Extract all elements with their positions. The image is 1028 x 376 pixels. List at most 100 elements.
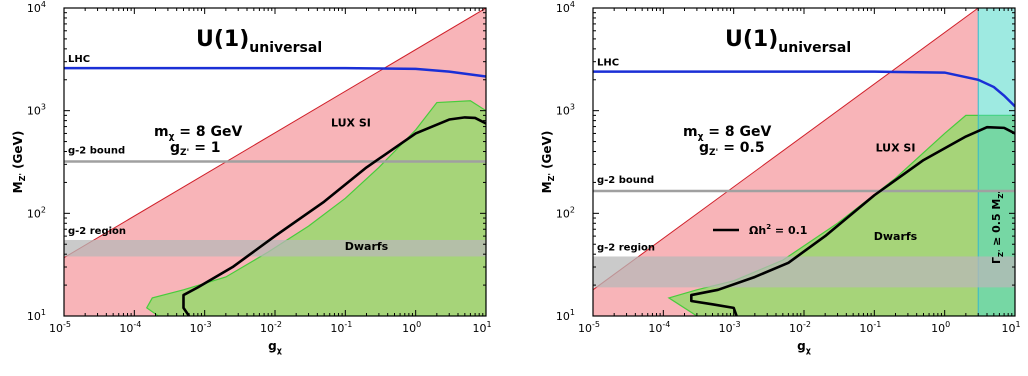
x-tick-exponent: 0 <box>416 320 421 329</box>
x-tick-base: 10 <box>260 322 274 335</box>
x-tick-exponent: -3 <box>204 320 212 329</box>
lhc-line <box>64 66 486 78</box>
y-axis-label-main: M <box>540 181 554 193</box>
width-label-main: Γ <box>990 257 1003 264</box>
x-tick-exponent: -2 <box>274 320 282 329</box>
param-coupling: gZ' = 0.5 <box>699 140 765 158</box>
y-axis-label-main: M <box>11 181 25 193</box>
y-tick-exponent: 2 <box>41 205 46 214</box>
x-tick-label: 100 <box>931 320 950 335</box>
g2-region-label: g-2 region <box>597 242 655 253</box>
x-axis-label: gχ <box>797 339 811 355</box>
param-coupling: gZ' = 1 <box>170 140 221 158</box>
width-label-sub: Z' <box>997 250 1005 257</box>
y-tick-exponent: 3 <box>570 103 575 112</box>
x-tick-label: 10-4 <box>648 320 670 335</box>
y-axis-label: MZ' (GeV) <box>540 131 556 194</box>
x-tick-base: 10 <box>931 322 945 335</box>
x-tick-label: 10-1 <box>330 320 352 335</box>
x-tick-base: 10 <box>719 322 733 335</box>
y-tick-label: 101 <box>27 308 46 323</box>
y-tick-exponent: 4 <box>41 0 46 9</box>
g2-region-band <box>593 256 1015 288</box>
dwarfs-label: Dwarfs <box>345 240 389 253</box>
dwarfs-region <box>145 100 486 316</box>
y-tick-exponent: 2 <box>570 205 575 214</box>
y-tick-exponent: 1 <box>570 308 575 317</box>
x-tick-base: 10 <box>402 322 416 335</box>
param-coupling-sub: Z' <box>709 148 718 158</box>
chart-title-sub: universal <box>778 40 851 56</box>
x-tick-base: 10 <box>472 322 486 335</box>
x-tick-exponent: -5 <box>63 320 71 329</box>
x-tick-exponent: 1 <box>1015 320 1020 329</box>
y-tick-label: 102 <box>556 205 575 220</box>
x-tick-label: 100 <box>402 320 421 335</box>
param-mass-sub: χ <box>698 132 704 142</box>
width-label-sub2: Z' <box>997 191 1005 198</box>
x-tick-label: 10-2 <box>789 320 811 335</box>
y-tick-base: 10 <box>27 105 41 118</box>
chart-title-main: U(1) <box>725 27 778 52</box>
x-tick-base: 10 <box>578 322 592 335</box>
dwarfs-label: Dwarfs <box>874 230 918 243</box>
param-coupling-symbol: g <box>170 140 180 156</box>
relic-density-curve <box>690 125 1015 316</box>
g2-region-band <box>64 239 486 257</box>
x-tick-base: 10 <box>119 322 133 335</box>
lux-si-label: LUX SI <box>876 142 916 155</box>
x-axis-label-main: g <box>797 339 806 353</box>
param-mass-symbol: m <box>154 124 169 140</box>
y-tick-base: 10 <box>556 207 570 220</box>
width-label-rest: ≥ 0.5 M <box>990 199 1003 250</box>
param-mass-value: = 8 GeV <box>179 124 242 140</box>
x-tick-base: 10 <box>49 322 63 335</box>
legend-relic-main: Ωh <box>749 224 766 237</box>
param-mass-sub: χ <box>169 132 175 142</box>
x-tick-exponent: -1 <box>873 320 881 329</box>
lux-si-label: LUX SI <box>331 117 371 130</box>
param-coupling-value: = 1 <box>194 140 220 156</box>
param-mass: mχ = 8 GeV <box>683 124 771 142</box>
x-tick-base: 10 <box>190 322 204 335</box>
y-tick-exponent: 4 <box>570 0 575 9</box>
chart-title: U(1)universal <box>196 27 322 56</box>
y-axis-label-sub: Z' <box>18 173 27 181</box>
chart-title-main: U(1) <box>196 27 249 52</box>
x-tick-base: 10 <box>330 322 344 335</box>
x-tick-label: 10-1 <box>859 320 881 335</box>
y-tick-label: 102 <box>27 205 46 220</box>
x-tick-label: 10-5 <box>578 320 600 335</box>
lux-si-boundary <box>593 8 979 291</box>
param-coupling-sub: Z' <box>180 148 189 158</box>
y-tick-label: 104 <box>27 0 46 15</box>
y-tick-label: 103 <box>556 103 575 118</box>
chart-title-sub: universal <box>249 40 322 56</box>
y-tick-base: 10 <box>27 207 41 220</box>
width-bound-label: ΓZ' ≥ 0.5 MZ' <box>990 191 1005 264</box>
x-tick-base: 10 <box>648 322 662 335</box>
legend-relic-rest: = 0.1 <box>771 224 807 237</box>
param-mass-value: = 8 GeV <box>708 124 771 140</box>
y-axis-label-sub: Z' <box>547 173 556 181</box>
y-tick-label: 104 <box>556 0 575 15</box>
x-tick-base: 10 <box>859 322 873 335</box>
param-mass: mχ = 8 GeV <box>154 124 242 142</box>
param-coupling-value: = 0.5 <box>723 140 764 156</box>
relic-density-curve <box>182 116 486 316</box>
y-tick-exponent: 3 <box>41 103 46 112</box>
x-tick-label: 101 <box>472 320 491 335</box>
chart-title: U(1)universal <box>725 27 851 56</box>
lhc-label: LHC <box>68 54 90 65</box>
legend-relic-sup: 2 <box>766 223 771 231</box>
y-axis-label-unit: (GeV) <box>11 131 25 169</box>
g2-bound-label: g-2 bound <box>597 175 654 186</box>
x-tick-base: 10 <box>789 322 803 335</box>
y-tick-label: 101 <box>556 308 575 323</box>
y-tick-label: 103 <box>27 103 46 118</box>
chart-panel-2: 10-5 10-4 10-3 10-2 10-1 100 101101102103104gχ… <box>540 0 1021 355</box>
x-axis-label: gχ <box>268 339 282 355</box>
lhc-label: LHC <box>597 58 619 69</box>
y-tick-base: 10 <box>556 105 570 118</box>
